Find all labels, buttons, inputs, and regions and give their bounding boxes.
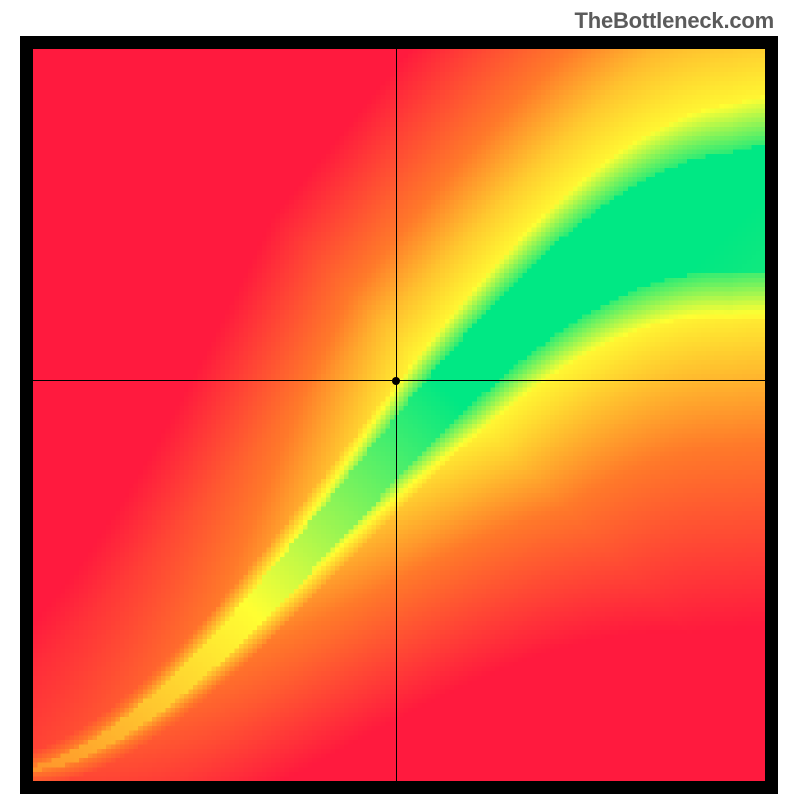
- heatmap-canvas: [33, 49, 765, 781]
- figure-container: TheBottleneck.com: [0, 0, 800, 800]
- crosshair-dot: [392, 377, 400, 385]
- watermark-text: TheBottleneck.com: [574, 8, 774, 34]
- crosshair-vertical: [396, 49, 397, 781]
- plot-area: [20, 36, 778, 794]
